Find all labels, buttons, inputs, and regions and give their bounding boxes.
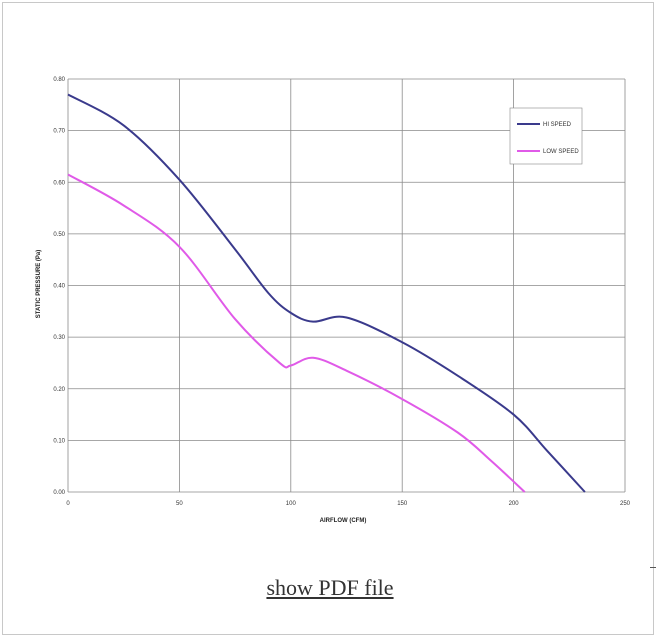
tick-labels: 0 50 100 150 200 250 0.00 0.10 0.20 0.30 0.40 0.50 0… bbox=[53, 77, 630, 507]
y-tick-label: 0.30 bbox=[53, 335, 65, 341]
chart: 0 50 100 150 200 250 0.00 0.10 0.20 0.30 0.40 0.50 0… bbox=[36, 77, 631, 524]
show-pdf-link[interactable]: show PDF file bbox=[266, 575, 394, 600]
x-tick-label: 200 bbox=[509, 501, 520, 507]
x-tick-label: 150 bbox=[397, 501, 408, 507]
series-line-2 bbox=[67, 173, 526, 493]
series-line-1 bbox=[67, 93, 586, 493]
x-tick-label: 50 bbox=[176, 501, 183, 507]
legend-label: LOW SPEED bbox=[543, 149, 579, 155]
y-axis-title: STATIC PRESSURE (Pa) bbox=[36, 250, 42, 318]
y-tick-label: 0.00 bbox=[53, 490, 65, 496]
y-tick-label: 0.40 bbox=[53, 284, 65, 290]
y-tick-label: 0.70 bbox=[53, 129, 65, 135]
x-tick-label: 250 bbox=[620, 501, 631, 507]
divider-mark bbox=[650, 567, 656, 568]
x-tick-label: 100 bbox=[286, 501, 297, 507]
grid-layer bbox=[67, 78, 626, 493]
legend: HI SPEED LOW SPEED bbox=[509, 107, 583, 165]
legend-box bbox=[509, 107, 583, 165]
legend-label: HI SPEED bbox=[543, 122, 572, 128]
x-tick-label: 0 bbox=[66, 501, 70, 507]
x-axis-title: AIRFLOW (CFM) bbox=[320, 518, 367, 524]
y-tick-label: 0.50 bbox=[53, 232, 65, 238]
y-tick-label: 0.10 bbox=[53, 438, 65, 444]
y-tick-label: 0.20 bbox=[53, 387, 65, 393]
series-layer bbox=[67, 93, 586, 493]
y-tick-label: 0.60 bbox=[53, 180, 65, 186]
y-tick-label: 0.80 bbox=[53, 77, 65, 83]
